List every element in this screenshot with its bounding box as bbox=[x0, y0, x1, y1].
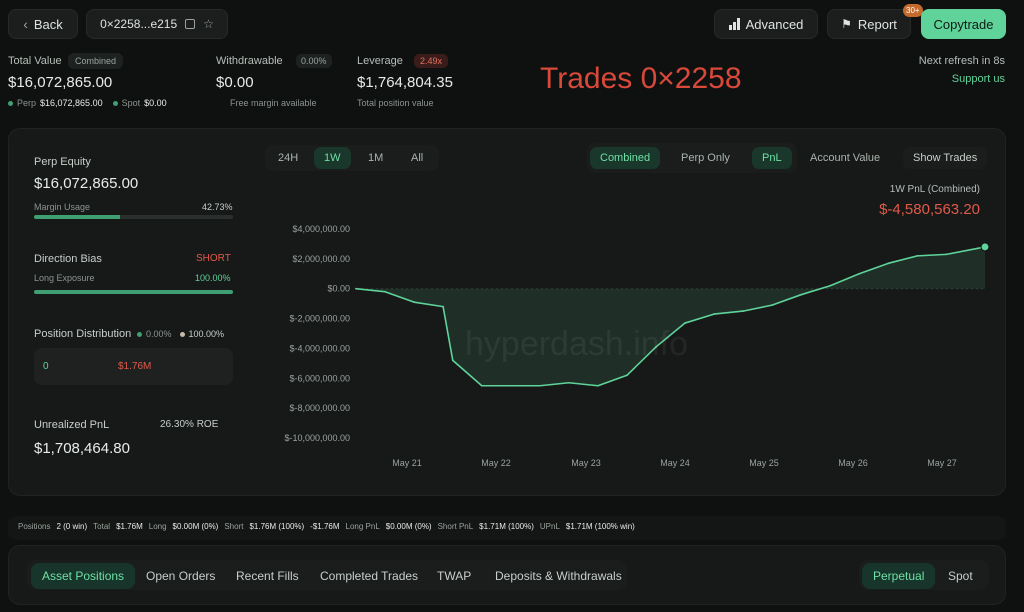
spot-value: $0.00 bbox=[144, 98, 167, 108]
spot-label: Spot bbox=[121, 98, 141, 108]
unrealized-value: $1,708,464.80 bbox=[34, 440, 130, 457]
short-pnl-value: $1.71M (100%) bbox=[479, 522, 534, 531]
upnl-label: UPnL bbox=[539, 522, 560, 531]
leverage-label: Leverage bbox=[357, 55, 403, 67]
unrealized-roe: 26.30% ROE bbox=[160, 419, 219, 430]
free-margin-label: Free margin available bbox=[230, 98, 317, 108]
mode-tab-combined[interactable]: Combined bbox=[590, 147, 661, 169]
unrealized-label: Unrealized PnL bbox=[34, 419, 110, 431]
leverage-value: 2.49x bbox=[414, 54, 449, 68]
bar-chart-icon bbox=[728, 18, 740, 30]
show-trades-button[interactable]: Show Trades bbox=[903, 147, 988, 169]
address-chip[interactable]: 0×2258...e215 ☆ bbox=[86, 9, 228, 39]
tab-recent-fills[interactable]: Recent Fills bbox=[236, 569, 299, 583]
market-tab-perpetual[interactable]: Perpetual bbox=[862, 563, 936, 589]
long-value: $0.00M (0%) bbox=[172, 522, 219, 531]
range-tabs bbox=[265, 145, 439, 171]
copytrade-label: Copytrade bbox=[933, 16, 994, 32]
tab-asset-positions[interactable]: Asset Positions bbox=[31, 563, 136, 589]
tab-completed-trades[interactable]: Completed Trades bbox=[320, 569, 419, 583]
long-pnl-label: Long PnL bbox=[345, 522, 380, 531]
star-icon[interactable]: ☆ bbox=[203, 17, 214, 31]
positions-label: Positions bbox=[18, 522, 51, 531]
long-exposure-label: Long Exposure bbox=[34, 273, 95, 283]
wallet-address: 0×2258...e215 bbox=[100, 17, 178, 31]
dist-b-value: 100.00% bbox=[188, 329, 225, 339]
perp-equity-value: $16,072,865.00 bbox=[34, 175, 139, 192]
dist-box-left: 0 bbox=[43, 361, 49, 372]
withdrawable-label: Withdrawable bbox=[216, 55, 283, 67]
margin-usage-value: 42.73% bbox=[202, 202, 233, 212]
main-panel bbox=[8, 128, 1006, 496]
advanced-label: Advanced bbox=[745, 16, 804, 32]
range-tab-1m[interactable]: 1M bbox=[368, 152, 384, 164]
market-tab-spot[interactable]: Spot bbox=[948, 569, 973, 583]
combined-tag[interactable]: Combined bbox=[68, 53, 124, 69]
pnl-value: $-4,580,563.20 bbox=[879, 201, 980, 218]
range-tab-24h[interactable]: 24H bbox=[278, 152, 299, 164]
position-dist-legend: 0.00% 100.00% bbox=[137, 329, 224, 339]
back-label: Back bbox=[33, 16, 63, 32]
range-tab-1w[interactable]: 1W bbox=[314, 147, 351, 169]
dist-dot-a bbox=[137, 331, 142, 337]
perp-equity-label: Perp Equity bbox=[34, 156, 91, 168]
spot-dot bbox=[112, 100, 118, 106]
dist-a-value: 0.00% bbox=[146, 329, 172, 339]
total-position-value: $1,764,804.35 bbox=[357, 74, 453, 91]
long-pnl-value: $0.00M (0%) bbox=[385, 522, 432, 531]
refresh-text: Next refresh in 8s bbox=[918, 55, 1005, 67]
report-badge: 30+ bbox=[903, 4, 923, 17]
pnl-title: 1W PnL (Combined) bbox=[889, 184, 980, 195]
positions-bar bbox=[8, 516, 1006, 540]
total-value: $16,072,865.00 bbox=[8, 74, 113, 91]
tab-open-orders[interactable]: Open Orders bbox=[146, 569, 216, 583]
chevron-left-icon: ‹ bbox=[23, 16, 28, 32]
position-dist-label: Position Distribution bbox=[34, 328, 132, 340]
short-pnl-label: Short PnL bbox=[437, 522, 474, 531]
short-value: $1.76M (100%) bbox=[249, 522, 305, 531]
delta-value: -$1.76M bbox=[310, 522, 340, 531]
tab-deposits-withdrawals[interactable]: Deposits & Withdrawals bbox=[495, 569, 622, 583]
support-link[interactable]: Support us bbox=[951, 73, 1005, 85]
copy-icon[interactable] bbox=[185, 19, 196, 29]
position-dist-box bbox=[34, 348, 233, 385]
margin-usage-bar bbox=[34, 215, 233, 219]
perp-spot-row: Perp $16,072,865.00 Spot $0.00 bbox=[8, 98, 167, 108]
metric-tab-account-value[interactable]: Account Value bbox=[810, 152, 881, 164]
short-label: Short bbox=[224, 522, 244, 531]
chart-watermark: hyperdash.info bbox=[465, 325, 689, 363]
withdrawable-pct: 0.00% bbox=[296, 54, 332, 68]
direction-bias-label: Direction Bias bbox=[34, 253, 102, 265]
perp-value: $16,072,865.00 bbox=[40, 98, 103, 108]
report-button[interactable]: ⚑ Report bbox=[827, 9, 911, 39]
tab-twap[interactable]: TWAP bbox=[437, 569, 472, 583]
long-label: Long bbox=[148, 522, 167, 531]
dist-box-value: $1.76M bbox=[118, 361, 152, 372]
report-label: Report bbox=[857, 16, 897, 32]
total-position-label: Total position value bbox=[357, 98, 434, 108]
perp-dot bbox=[8, 100, 13, 106]
back-button[interactable]: ‹ Back bbox=[8, 9, 78, 39]
copytrade-button[interactable]: Copytrade bbox=[921, 9, 1006, 39]
total-value-pos: $1.76M bbox=[116, 522, 143, 531]
page-title: Trades 0×2258 bbox=[540, 62, 742, 95]
metric-tab-pnl[interactable]: PnL bbox=[752, 147, 792, 169]
long-exposure-value: 100.00% bbox=[195, 273, 231, 283]
direction-bias-value: SHORT bbox=[196, 253, 231, 264]
total-value-label: Total Value bbox=[8, 55, 62, 67]
perp-label: Perp bbox=[17, 98, 37, 108]
dist-dot-b bbox=[179, 331, 185, 337]
advanced-button[interactable]: Advanced bbox=[714, 9, 818, 39]
mode-tab-perp-only[interactable]: Perp Only bbox=[681, 152, 730, 164]
positions-summary: Positions 2 (0 win) Total $1.76M Long $0… bbox=[18, 522, 635, 531]
range-tab-all[interactable]: All bbox=[411, 152, 424, 164]
withdrawable-value: $0.00 bbox=[216, 74, 254, 91]
positions-value: 2 (0 win) bbox=[56, 522, 88, 531]
upnl-value: $1.71M (100% win) bbox=[565, 522, 635, 531]
total-label: Total bbox=[93, 522, 111, 531]
flag-icon: ⚑ bbox=[841, 17, 852, 31]
long-exposure-bar bbox=[34, 290, 233, 294]
margin-usage-label: Margin Usage bbox=[34, 202, 91, 212]
